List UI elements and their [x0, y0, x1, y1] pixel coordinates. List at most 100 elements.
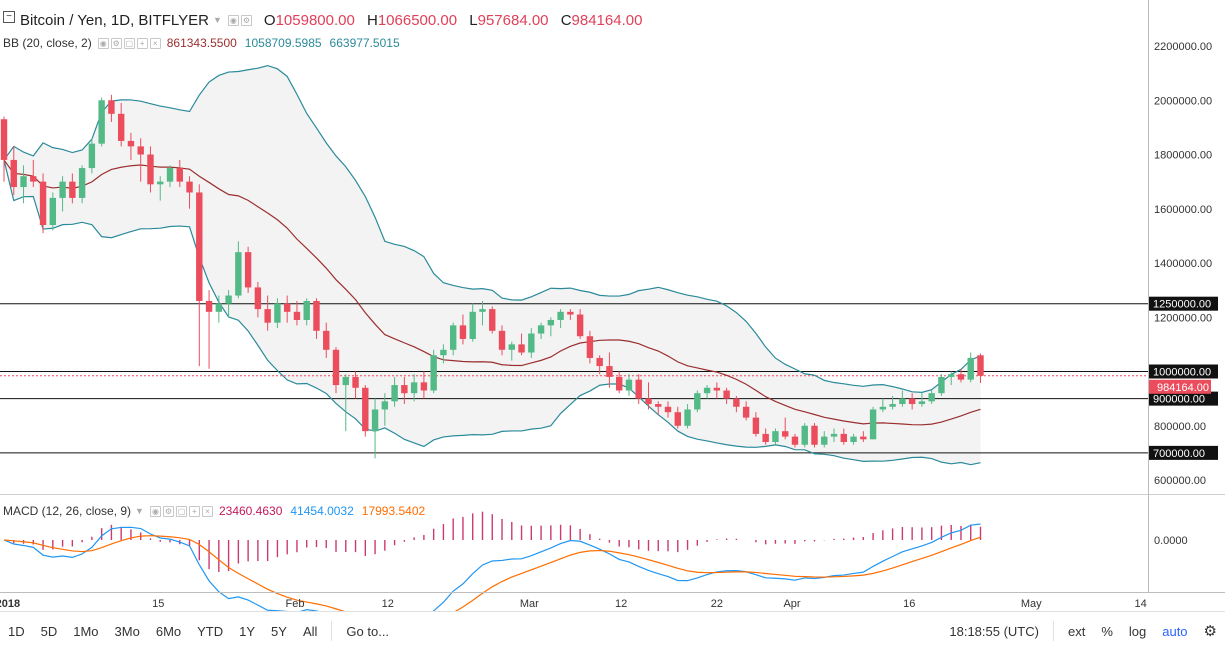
candle-91: [889, 395, 896, 410]
candle-body: [205, 300, 213, 312]
candle-body: [108, 100, 115, 114]
candle-body: [176, 168, 183, 182]
range-button-1mo[interactable]: 1Mo: [73, 623, 99, 639]
candle-body: [235, 252, 242, 296]
candle-body: [791, 436, 799, 445]
macd-controls: ◉ ⚙ ▢ + ×: [149, 505, 213, 517]
candle-body: [498, 330, 506, 350]
time-tick-label: 22: [711, 598, 723, 610]
candle-38: [371, 398, 379, 459]
chart-canvas[interactable]: 2200000.00 2000000.00 1800000.00 1600000.00…: [0, 0, 1225, 611]
candle-55: [537, 322, 545, 339]
candle-body: [440, 349, 447, 356]
candle-81: [791, 433, 799, 448]
macd-line-value: 41454.0032: [290, 504, 354, 518]
candle-100: [977, 353, 984, 383]
candle-40: [391, 376, 398, 407]
candle-71: [694, 390, 701, 413]
candle-35: [342, 374, 349, 432]
goto-button[interactable]: Go to...: [346, 623, 390, 639]
range-button-1d[interactable]: 1D: [8, 623, 25, 639]
close-icon[interactable]: ×: [149, 37, 161, 49]
candle-body: [518, 344, 525, 353]
candle-body: [332, 349, 340, 386]
auto-button[interactable]: auto: [1162, 623, 1188, 639]
chevron-down-icon[interactable]: ▼: [212, 15, 222, 25]
clock[interactable]: 18:18:55 (UTC): [949, 623, 1039, 639]
gear-icon[interactable]: ⚙: [1203, 623, 1217, 640]
candle-63: [615, 371, 623, 394]
hline-label: 1000000.00: [1153, 367, 1211, 379]
candle-body: [762, 433, 769, 443]
candle-10: [98, 97, 105, 147]
price-tick-label: 1600000.00: [1154, 204, 1212, 216]
candle-50: [489, 306, 496, 334]
add-icon[interactable]: +: [136, 37, 148, 49]
candle-43: [420, 371, 428, 399]
candle-body: [664, 406, 672, 413]
candle-5: [49, 192, 57, 231]
candle-body: [957, 374, 965, 380]
candle-46: [449, 322, 457, 356]
time-tick-label: 2018: [0, 598, 20, 610]
candle-24: [235, 241, 242, 299]
macd-label[interactable]: MACD (12, 26, close, 9): [3, 504, 132, 518]
settings-icon[interactable]: ⚙: [162, 505, 174, 517]
candle-41: [401, 376, 408, 405]
eye-icon[interactable]: ◉: [149, 505, 161, 517]
collapse-icon[interactable]: −: [3, 11, 15, 23]
settings-icon[interactable]: ⚙: [240, 14, 252, 26]
candle-95: [928, 390, 935, 405]
candle-44: [430, 349, 437, 394]
bb-basis-line: [3, 159, 981, 426]
eye-icon[interactable]: ◉: [97, 37, 109, 49]
source-icon[interactable]: ▢: [123, 37, 135, 49]
candle-body: [371, 409, 379, 432]
range-button-5d[interactable]: 5D: [40, 623, 58, 639]
price-tick-label: 2000000.00: [1154, 95, 1212, 107]
candle-78: [762, 428, 769, 445]
chevron-down-icon[interactable]: ▼: [135, 506, 144, 516]
candle-54: [528, 328, 535, 358]
candle-body: [166, 168, 174, 182]
candle-body: [635, 379, 642, 399]
log-button[interactable]: log: [1128, 623, 1147, 639]
settings-icon[interactable]: ⚙: [110, 37, 122, 49]
candle-89: [869, 406, 877, 440]
percent-button[interactable]: %: [1101, 623, 1113, 639]
candle-body: [674, 412, 681, 426]
symbol-title[interactable]: Bitcoin / Yen, 1D, BITFLYER: [20, 11, 209, 29]
range-button-all[interactable]: All: [302, 623, 318, 639]
range-buttons: 1D 5D 1Mo 3Mo 6Mo YTD 1Y 5Y All: [0, 624, 325, 639]
ohlc-values: O1059800.00 H1066500.00 L957684.00 C9841…: [264, 12, 651, 29]
candle-body: [489, 309, 496, 331]
range-button-ytd[interactable]: YTD: [197, 623, 224, 639]
bb-lower-line: [3, 159, 981, 466]
add-icon[interactable]: +: [188, 505, 200, 517]
eye-icon[interactable]: ◉: [227, 14, 239, 26]
candle-body: [537, 325, 545, 334]
time-tick-label: Mar: [520, 598, 539, 610]
candle-body: [948, 374, 955, 377]
range-button-1y[interactable]: 1Y: [239, 623, 256, 639]
candle-52: [508, 341, 515, 361]
close-icon[interactable]: ×: [201, 505, 213, 517]
bb-label[interactable]: BB (20, close, 2): [3, 36, 92, 50]
candle-body: [869, 409, 877, 440]
source-icon[interactable]: ▢: [175, 505, 187, 517]
ext-button[interactable]: ext: [1067, 623, 1086, 639]
candle-31: [303, 298, 310, 326]
candle-body: [606, 366, 613, 377]
range-button-5y[interactable]: 5Y: [271, 623, 287, 639]
bb-upper-line: [3, 64, 981, 393]
range-button-6mo[interactable]: 6Mo: [155, 623, 182, 639]
bb-legend: BB (20, close, 2) ◉ ⚙ ▢ + × 861343.5500 1058…: [3, 34, 400, 52]
candle-body: [508, 344, 515, 350]
hline-label-bg: [1149, 296, 1218, 311]
candle-76: [742, 401, 750, 421]
range-button-3mo[interactable]: 3Mo: [114, 623, 140, 639]
candle-body: [410, 382, 418, 394]
candle-body: [860, 436, 867, 440]
price-tick-label: 800000.00: [1154, 421, 1206, 433]
candle-body: [430, 355, 437, 391]
